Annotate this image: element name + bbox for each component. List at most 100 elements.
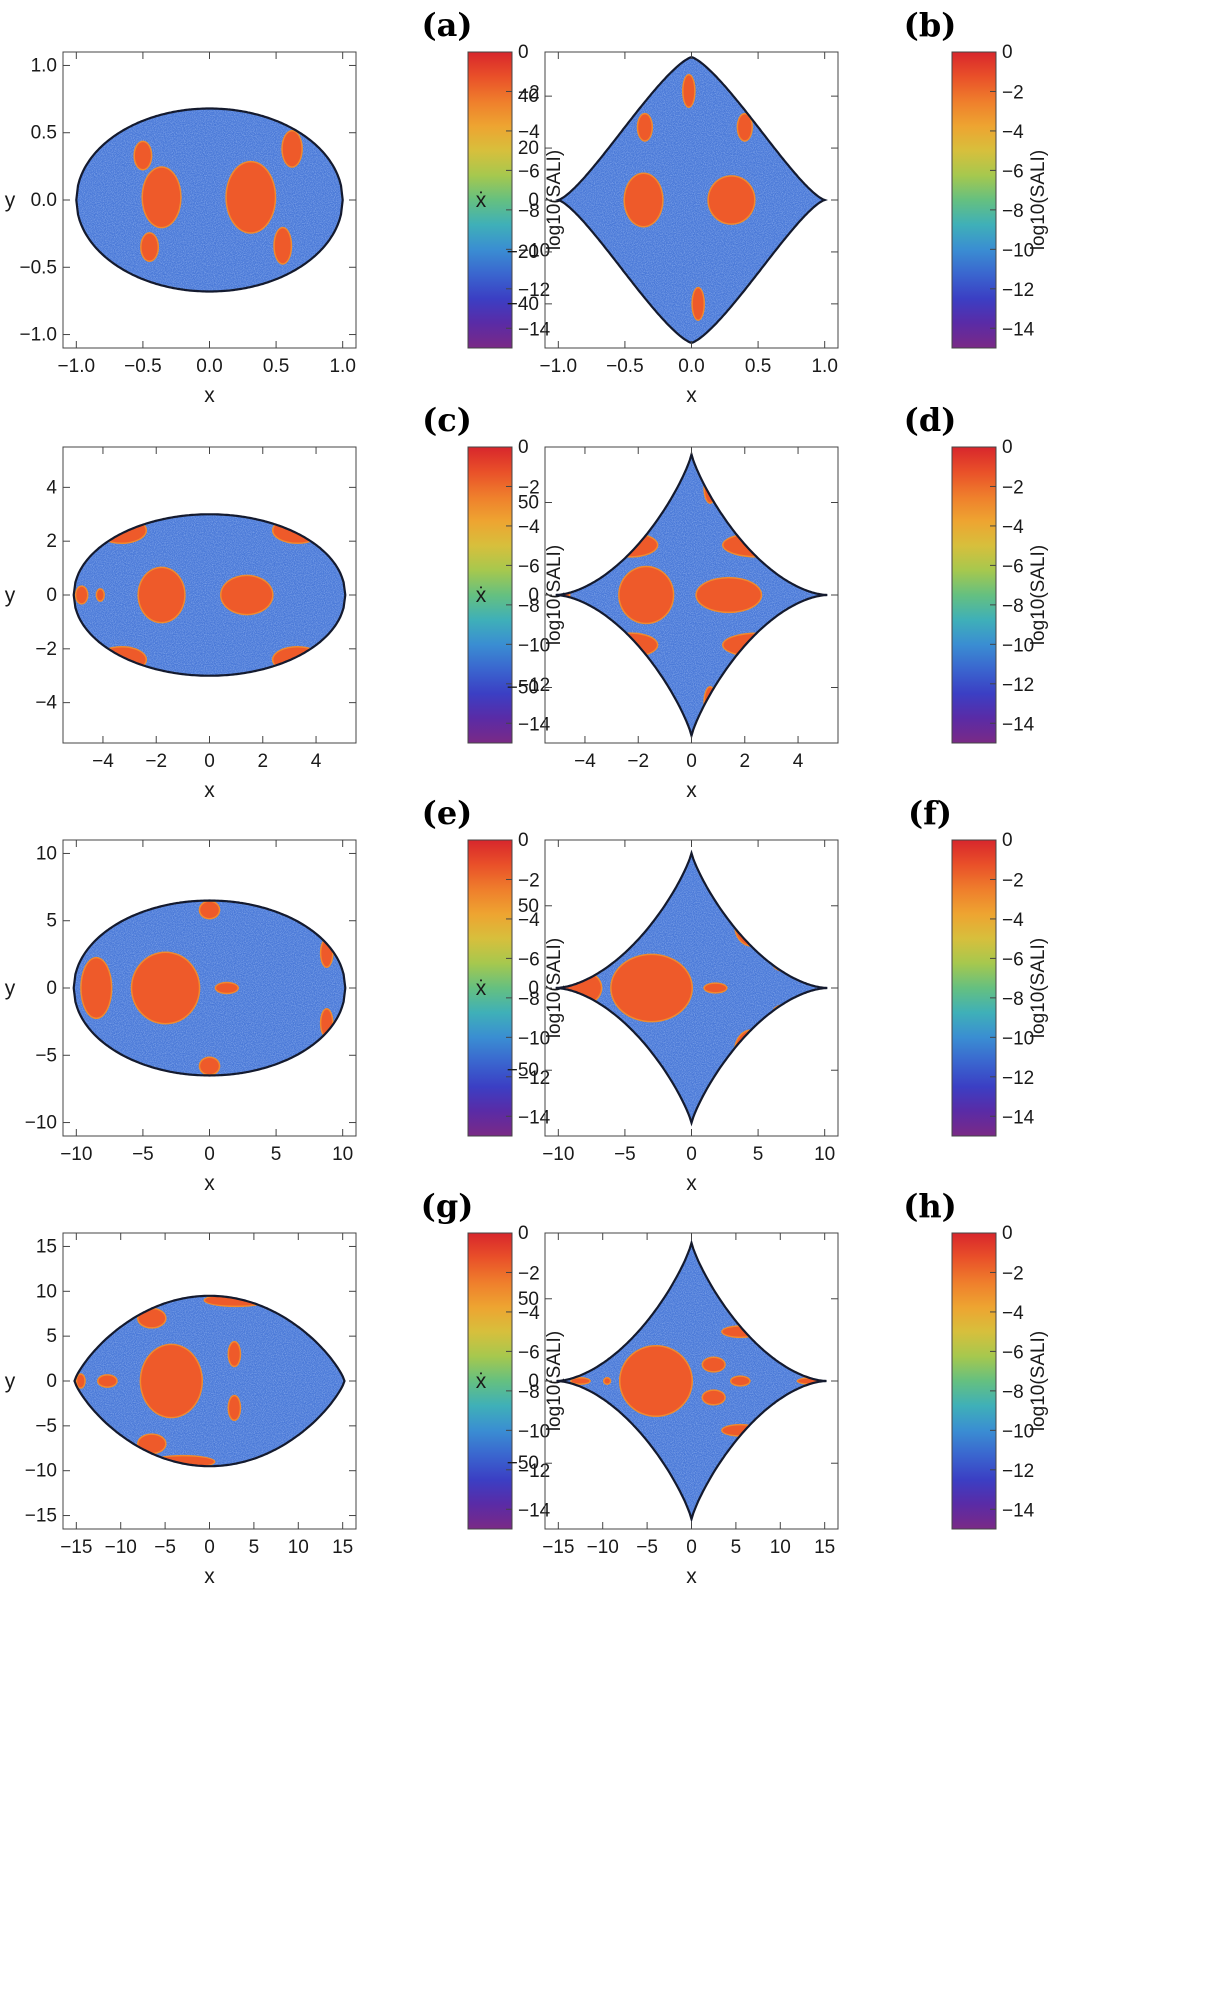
y-tick-label: 5 [46,911,57,932]
x-tick-label: 0 [204,1144,215,1165]
colorbar [467,839,513,1137]
y-axis-label: y [5,189,16,212]
colorbar-label: log10(SALI) [544,150,565,250]
colorbar-tick-label: 0 [1002,42,1013,63]
x-tick-label: 4 [793,751,804,772]
regular-island [77,1374,85,1388]
y-tick-label: 50 [518,1289,539,1310]
regular-island [738,114,752,141]
x-tick-label: 5 [753,1144,764,1165]
y-tick-label: 0 [528,585,539,606]
x-axis-label: x [686,779,697,802]
y-axis-label: ẋ [476,977,487,1000]
x-tick-label: −1.0 [540,356,578,377]
y-tick-label: −5 [35,1045,57,1066]
colorbar-tick-label: −10 [1002,635,1034,656]
zero-velocity-curve [75,107,344,293]
regular-island [273,518,322,543]
zero-velocity-curve [72,513,347,677]
colorbar-tick-label: −10 [518,635,550,656]
regular-island [274,228,291,264]
regular-island [142,167,181,227]
x-tick-label: 4 [311,751,322,772]
colorbar-tick-label: −8 [1002,596,1024,617]
y-axis-label: ẋ [476,584,487,607]
regular-island [141,1345,202,1417]
y-tick-label: 5 [46,1326,57,1347]
regular-island [692,288,704,320]
y-axis-label: y [5,584,16,607]
y-tick-label: −50 [507,1060,539,1081]
colorbar-label: log10(SALI) [1028,150,1049,250]
regular-island [624,174,663,226]
colorbar [467,1232,513,1530]
regular-island [638,114,652,141]
regular-island [704,983,727,993]
x-axis-label: x [686,1565,697,1588]
phase-region [73,900,346,1076]
regular-island-halo [772,956,811,974]
y-tick-label: −10 [25,1113,57,1134]
colorbar-tick-label: −8 [518,1382,540,1403]
colorbar-tick-label: −8 [1002,989,1024,1010]
colorbar-tick-label: 0 [518,437,529,458]
regular-island [97,647,146,672]
regular-island [619,567,673,623]
y-tick-label: 50 [518,896,539,917]
colorbar-tick-label: −12 [518,280,550,301]
colorbar-tick-label: −14 [518,714,551,735]
y-tick-label: −50 [507,678,539,699]
colorbar-tick-label: −6 [1002,1342,1024,1363]
colorbar-tick-label: −12 [1002,1461,1034,1482]
x-tick-label: −5 [614,1144,636,1165]
colorbar-tick-label: −6 [518,949,540,970]
zero-velocity-curve [72,899,347,1077]
colorbar-label: log10(SALI) [544,545,565,645]
regular-island [696,578,761,612]
x-axis-label: x [686,384,697,407]
x-tick-label: −10 [542,1144,574,1165]
x-tick-label: 0 [686,1144,697,1165]
phase-region [555,853,828,1123]
phase-region [74,1295,345,1467]
chaotic-speckle [76,108,343,292]
y-tick-label: −0.5 [19,257,57,278]
panel-label: (b) [904,6,957,44]
colorbar [951,51,997,349]
colorbar-label: log10(SALI) [1028,938,1049,1038]
regular-island [731,1376,750,1386]
panel-label: (g) [421,1187,474,1225]
colorbar-tick-label: −14 [1002,714,1035,735]
colorbar-tick-label: −14 [518,1107,551,1128]
colorbar-tick-label: −8 [518,201,540,222]
x-tick-label: 0.0 [196,356,222,377]
colorbar-tick-label: −2 [518,82,540,103]
colorbar-tick-label: −8 [518,596,540,617]
panel-label: (d) [904,401,957,439]
zero-velocity-curve [556,1239,827,1523]
y-tick-label: 0 [46,585,57,606]
regular-island [98,1375,117,1387]
colorbar-tick-label: −4 [1002,517,1024,538]
x-tick-label: 0 [686,1537,697,1558]
regular-island [221,576,273,614]
x-tick-label: 15 [332,1537,353,1558]
x-axis-label: x [204,779,215,802]
x-tick-label: 5 [249,1537,260,1558]
colorbar-tick-label: −14 [1002,1500,1035,1521]
y-tick-label: 40 [518,86,539,107]
colorbar-tick-label: −8 [1002,201,1024,222]
x-tick-label: 1.0 [329,356,355,377]
regular-island [620,1346,692,1416]
x-tick-label: −2 [145,751,167,772]
x-tick-label: 10 [814,1144,835,1165]
colorbar [951,839,997,1137]
y-tick-label: 20 [518,138,539,159]
colorbar-tick-label: −14 [518,1500,551,1521]
y-tick-label: 2 [46,531,57,552]
regular-island [560,971,601,1005]
x-tick-label: −5 [636,1537,658,1558]
x-tick-label: 10 [288,1537,309,1558]
colorbar-tick-label: −6 [518,556,540,577]
